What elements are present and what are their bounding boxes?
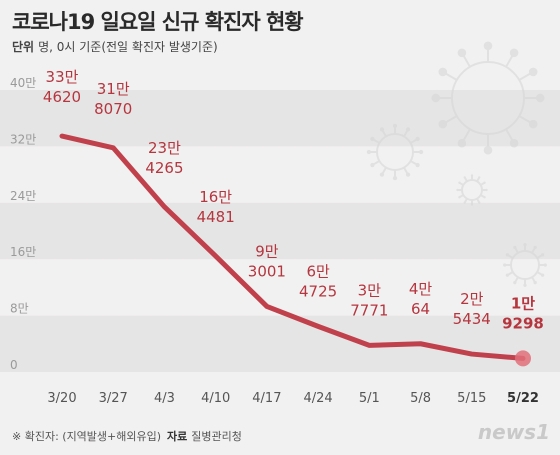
data-label-rest: 8070 <box>94 100 132 118</box>
data-label-man: 4만 <box>409 280 433 298</box>
virus-icon <box>503 243 547 287</box>
unit-label: 단위 <box>12 40 35 54</box>
data-label-rest: 64 <box>411 300 430 318</box>
line-chart: 40만 32만 24만 16만 8만 0 33만 4620 31만 8070 23만 4265 16만… <box>0 41 560 406</box>
data-label-man: 33만 <box>46 68 79 86</box>
footnote: ※ 확진자: (지역발생+해외유입) 자료 질병관리청 <box>12 428 242 444</box>
data-label-man: 23만 <box>148 139 181 157</box>
virus-decoration-icons <box>366 41 547 287</box>
data-label-rest: 4265 <box>145 159 183 177</box>
x-tick-label: 4/10 <box>201 391 230 406</box>
x-tick-label: 5/8 <box>410 391 431 406</box>
data-labels: 33만 4620 31만 8070 23만 4265 16만 4481 9만 3001 6만 4725… <box>43 68 544 332</box>
y-tick-label: 24만 <box>10 189 36 203</box>
unit-note: 단위 명, 0시 기준(전일 확진자 발생기준) <box>12 38 218 55</box>
last-point-highlight <box>515 350 531 367</box>
grid-band <box>0 90 560 147</box>
virus-icon <box>431 41 545 155</box>
data-label-man: 3만 <box>358 281 382 299</box>
x-tick-label: 5/15 <box>457 391 486 406</box>
y-tick-label: 32만 <box>10 132 36 146</box>
virus-icon <box>456 174 488 206</box>
y-tick-label: 0 <box>10 358 18 372</box>
x-axis-ticks: 3/20 3/27 4/3 4/10 4/17 4/24 5/1 5/8 5/15 5/22 <box>47 391 539 406</box>
source-text: 질병관리청 <box>191 430 242 443</box>
x-tick-label: 5/1 <box>359 391 380 406</box>
unit-text: 명, 0시 기준(전일 확진자 발생기준) <box>38 40 218 54</box>
x-tick-label: 4/17 <box>252 391 281 406</box>
x-tick-label: 3/27 <box>99 391 128 406</box>
chart-title: 코로나19 일요일 신규 확진자 현황 <box>12 10 304 34</box>
x-tick-label: 5/22 <box>507 391 539 406</box>
data-label-man: 6만 <box>306 262 330 280</box>
footnote-text: ※ 확진자: (지역발생+해외유입) <box>12 430 162 443</box>
grid-band <box>0 315 560 372</box>
x-tick-label: 3/20 <box>47 391 76 406</box>
data-label-man: 1만 <box>511 294 535 312</box>
data-label-man: 9만 <box>255 242 279 260</box>
y-axis-ticks: 40만 32만 24만 16만 8만 0 <box>10 76 36 372</box>
news1-logo: news1 <box>477 420 550 444</box>
data-label-rest: 9298 <box>502 314 544 332</box>
series-line <box>59 133 526 361</box>
data-label-rest: 7771 <box>350 301 388 319</box>
data-label-rest: 4620 <box>43 88 81 106</box>
x-tick-label: 4/3 <box>154 391 175 406</box>
y-tick-label: 8만 <box>10 302 29 316</box>
y-tick-label: 40만 <box>10 76 36 90</box>
data-label-rest: 5434 <box>453 310 491 328</box>
grid-bands <box>0 90 560 372</box>
data-label-rest: 3001 <box>248 262 286 280</box>
data-label-rest: 4481 <box>197 208 235 226</box>
data-label-rest: 4725 <box>299 282 337 300</box>
data-label-man: 16만 <box>199 188 232 206</box>
x-tick-label: 4/24 <box>304 391 333 406</box>
data-series <box>59 133 531 367</box>
data-label-man: 31만 <box>97 80 130 98</box>
source-label: 자료 <box>167 430 188 443</box>
data-label-man: 2만 <box>460 290 484 308</box>
virus-icon <box>366 123 424 181</box>
y-tick-label: 16만 <box>10 245 36 259</box>
grid-band <box>0 202 560 260</box>
